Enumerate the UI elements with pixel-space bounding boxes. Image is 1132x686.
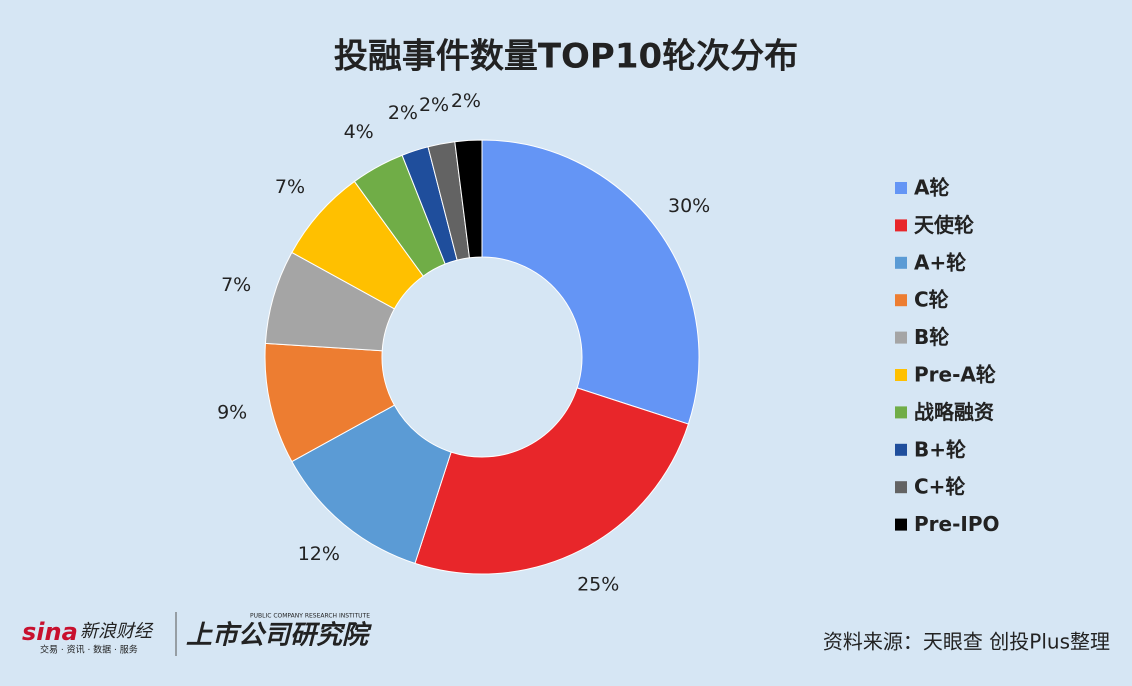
legend-label: A轮 (914, 176, 949, 200)
legend-swatch (895, 406, 907, 419)
legend-label: 天使轮 (914, 213, 974, 237)
data-label: 25% (577, 574, 619, 596)
source: 资料来源：天眼查 创投Plus整理 (823, 630, 1110, 654)
data-label: 2% (419, 94, 449, 116)
data-label: 7% (221, 274, 251, 296)
brand-name: 新浪财经 (80, 621, 154, 642)
brand-slogan: 交易 · 资讯 · 数据 · 服务 (40, 644, 138, 656)
legend-swatch (895, 331, 907, 344)
legend-swatch (895, 219, 907, 232)
legend-label: B轮 (914, 325, 949, 349)
donut-segment (454, 139, 483, 259)
brand-logo: sina (22, 618, 78, 646)
donut-segment (481, 139, 700, 425)
chart-title: 投融事件数量TOP10轮次分布 (334, 37, 798, 77)
legend-swatch (895, 481, 907, 494)
legend-swatch (895, 182, 907, 194)
data-label: 9% (217, 401, 247, 423)
legend-swatch (895, 518, 907, 531)
legend-swatch (895, 443, 907, 456)
institute: 上市公司研究院 (186, 621, 372, 651)
legend-label: C+轮 (914, 475, 965, 499)
data-label: 2% (451, 90, 481, 112)
legend-swatch (895, 294, 907, 307)
donut-segment (414, 387, 690, 575)
legend-label: 战略融资 (914, 400, 994, 424)
legend-label: A+轮 (914, 250, 966, 274)
data-label: 4% (344, 121, 374, 143)
data-label: 12% (298, 543, 340, 565)
legend-label: B+轮 (914, 437, 966, 461)
data-label: 30% (668, 195, 710, 217)
data-label: 7% (275, 176, 305, 198)
legend-swatch (895, 256, 907, 269)
data-label: 2% (388, 102, 418, 124)
legend-label: Pre-A轮 (914, 363, 996, 387)
institute-en: PUBLIC COMPANY RESEARCH INSTITUTE (250, 613, 370, 620)
legend-label: Pre-IPO (914, 512, 1000, 536)
legend-label: C轮 (914, 288, 949, 312)
legend-swatch (895, 369, 907, 381)
